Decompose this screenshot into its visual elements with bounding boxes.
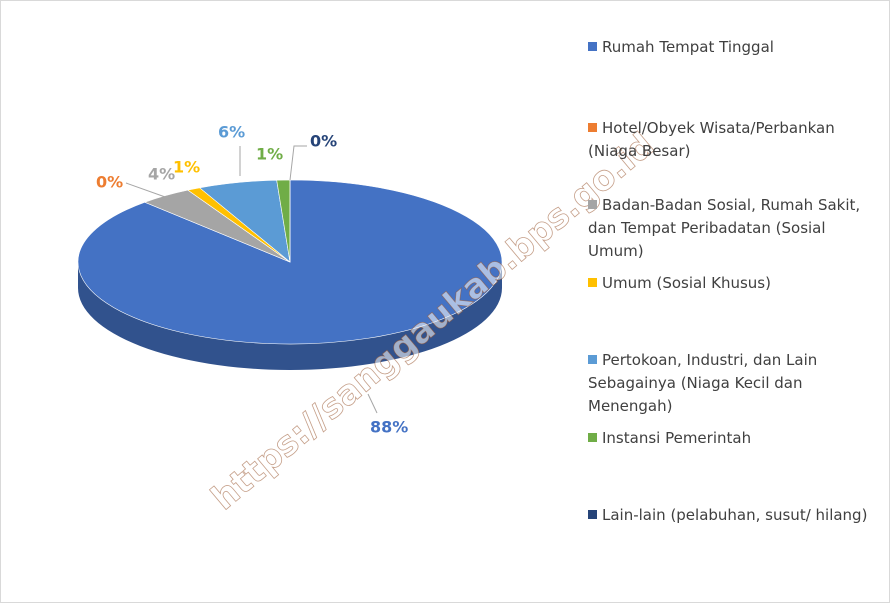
- leader-line: [367, 393, 378, 414]
- legend-swatch: [588, 433, 597, 442]
- pie-slice-side: [78, 262, 502, 370]
- legend-item: Lain-lain (pelabuhan, susut/ hilang): [588, 504, 880, 527]
- legend-label: Badan-Badan Sosial, Rumah Sakit, dan Tem…: [588, 196, 861, 260]
- legend-swatch: [588, 278, 597, 287]
- legend-label: Rumah Tempat Tinggal: [602, 38, 774, 56]
- legend-label: Hotel/Obyek Wisata/Perbankan (Niaga Besa…: [588, 119, 835, 160]
- data-label: 6%: [218, 123, 245, 142]
- legend-item: Umum (Sosial Khusus): [588, 272, 880, 295]
- legend-label: Umum (Sosial Khusus): [602, 274, 771, 292]
- legend-item: Pertokoan, Industri, dan Lain Sebagainya…: [588, 349, 880, 418]
- legend-swatch: [588, 200, 597, 209]
- legend-item: Hotel/Obyek Wisata/Perbankan (Niaga Besa…: [588, 117, 880, 163]
- data-label: 1%: [256, 145, 283, 164]
- legend-label: Pertokoan, Industri, dan Lain Sebagainya…: [588, 351, 818, 415]
- legend-swatch: [588, 355, 597, 364]
- data-label: 0%: [310, 132, 337, 151]
- data-label: 4%: [148, 165, 175, 184]
- data-label: 88%: [370, 418, 408, 437]
- legend-label: Instansi Pemerintah: [602, 429, 752, 447]
- data-label: 1%: [173, 158, 200, 177]
- leader-line: [125, 182, 169, 199]
- data-label: 0%: [96, 173, 123, 192]
- legend-swatch: [588, 510, 597, 519]
- legend-label: Lain-lain (pelabuhan, susut/ hilang): [602, 506, 868, 524]
- legend-item: Badan-Badan Sosial, Rumah Sakit, dan Tem…: [588, 194, 880, 263]
- legend-item: Rumah Tempat Tinggal: [588, 36, 880, 59]
- legend-swatch: [588, 42, 597, 51]
- leader-line: [289, 145, 307, 181]
- legend-swatch: [588, 123, 597, 132]
- legend-item: Instansi Pemerintah: [588, 427, 880, 450]
